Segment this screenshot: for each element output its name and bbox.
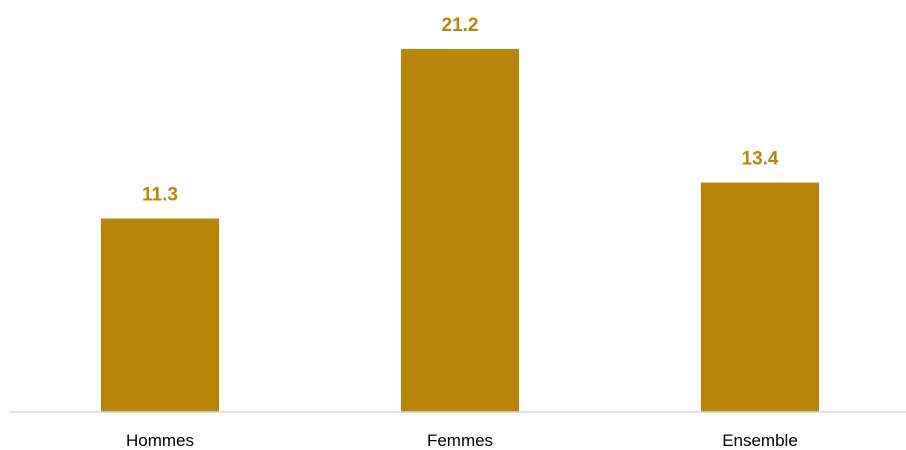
x-tick-label-femmes: Femmes	[427, 431, 493, 450]
bar-femmes	[401, 49, 519, 412]
value-label-hommes: 11.3	[142, 185, 178, 206]
value-label-femmes: 21.2	[442, 15, 479, 36]
bar-hommes	[101, 218, 219, 412]
x-tick-label-ensemble: Ensemble	[722, 431, 798, 450]
x-tick-labels-group: Hommes Femmes Ensemble	[126, 431, 798, 450]
x-tick-label-hommes: Hommes	[126, 431, 194, 450]
bar-ensemble	[701, 182, 819, 412]
value-labels-group: 11.3 21.2 13.4	[142, 15, 779, 206]
bars-group	[101, 49, 819, 412]
value-label-ensemble: 13.4	[742, 149, 779, 170]
